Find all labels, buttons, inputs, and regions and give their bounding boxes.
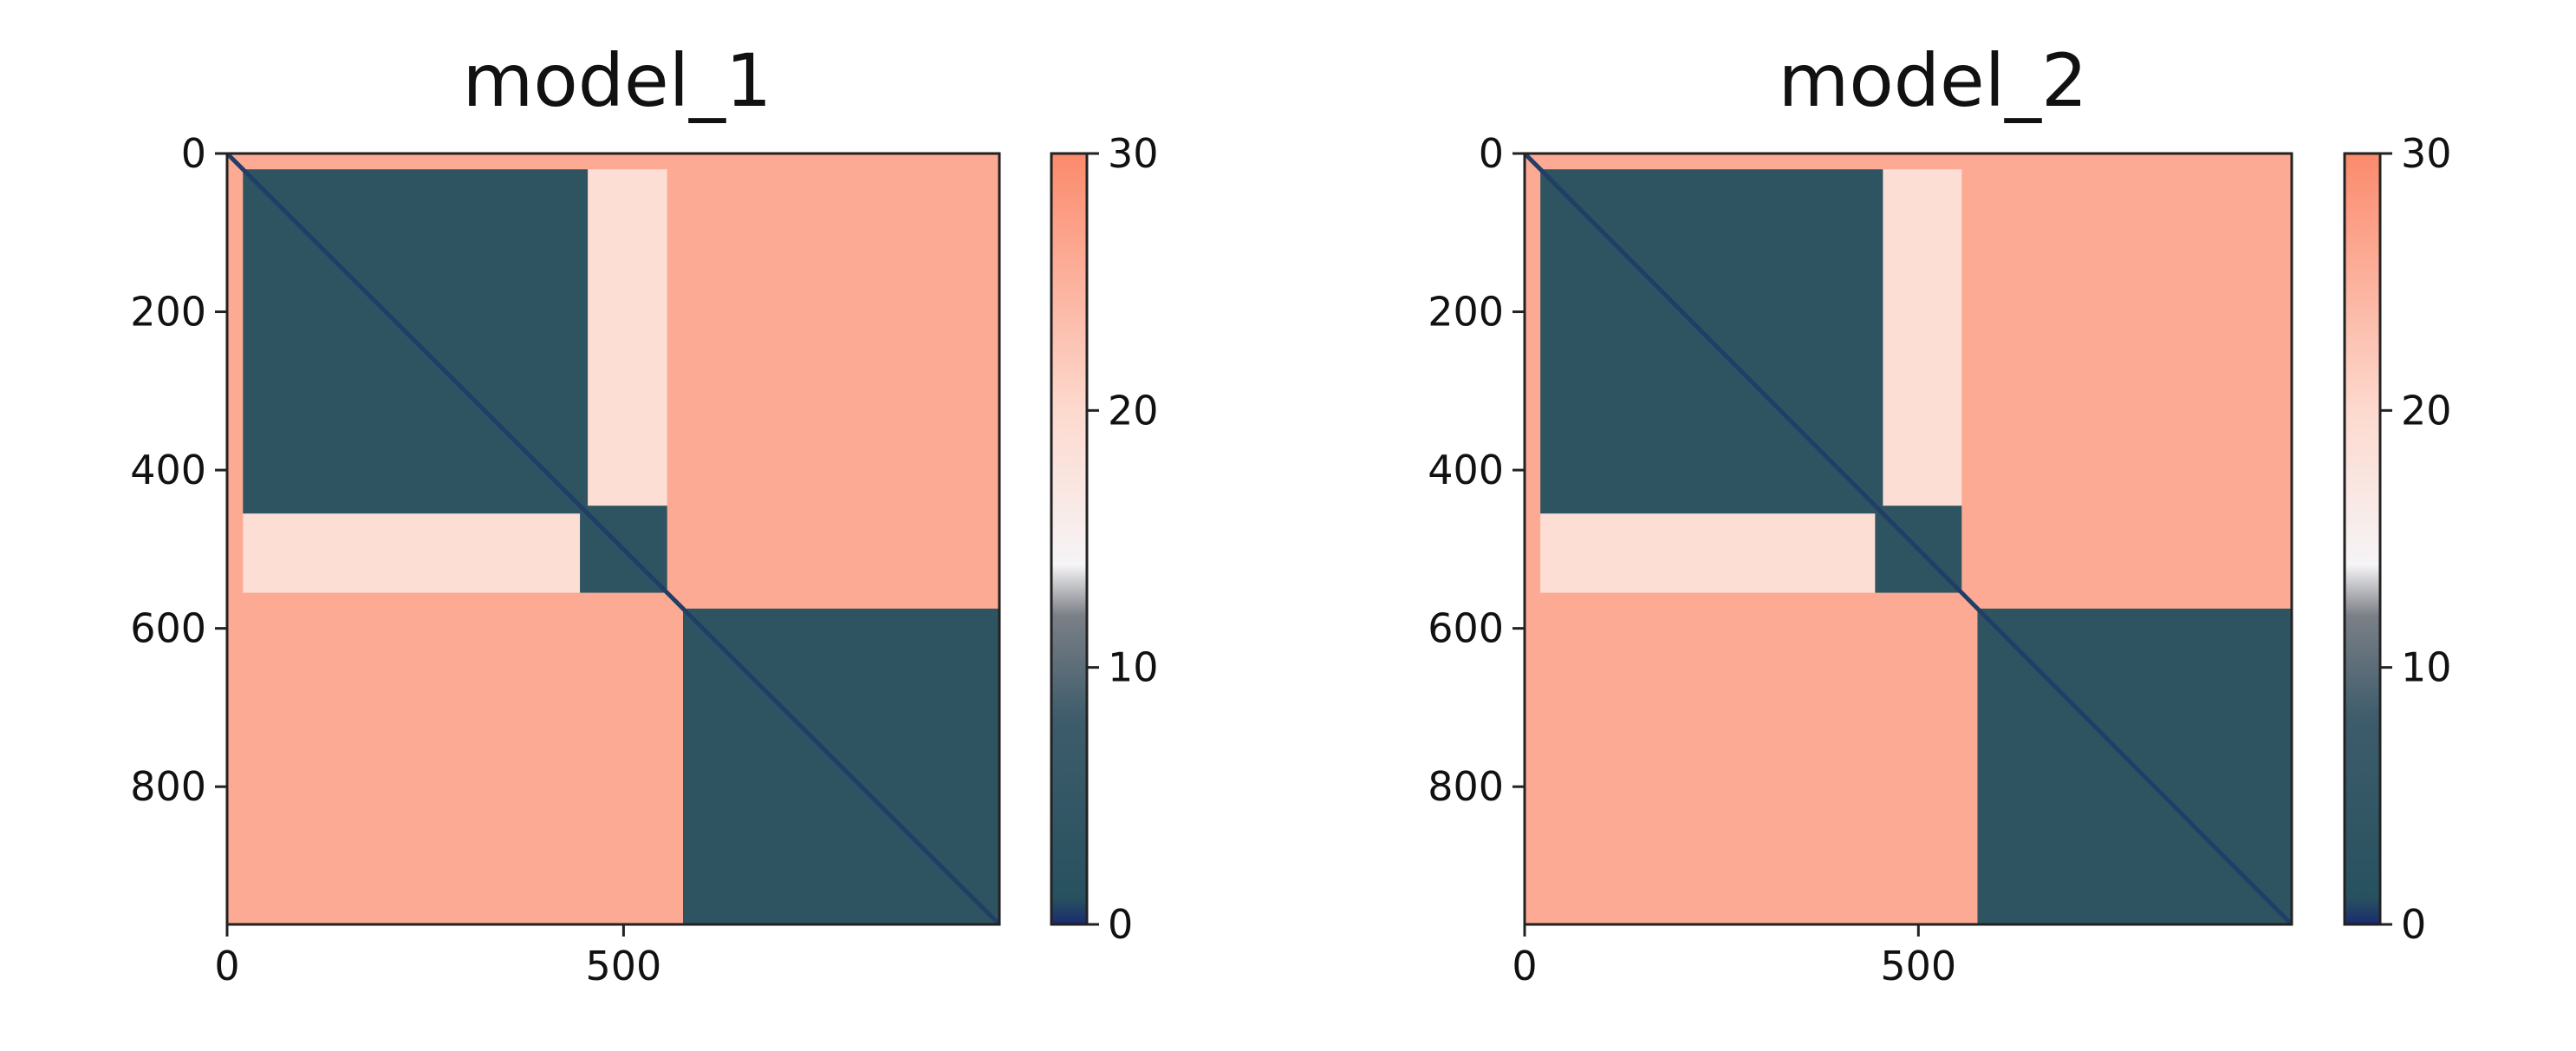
y-tick-label: 0	[1479, 130, 1504, 177]
y-tick-label: 200	[130, 289, 206, 336]
colorbar-tick-label: 0	[1108, 901, 1133, 948]
x-tick-label: 500	[1880, 943, 1956, 989]
colorbar-tick-label: 30	[2401, 130, 2452, 177]
x-tick-label: 0	[214, 943, 239, 989]
y-tick-label: 600	[1428, 605, 1504, 652]
heatmap-cell	[243, 513, 589, 593]
plot-frame	[1523, 152, 2293, 926]
colorbar	[1050, 152, 1089, 926]
y-tick-label: 400	[1428, 447, 1504, 493]
chart-title: model_1	[463, 38, 772, 123]
heatmap-diagonal	[225, 152, 1001, 926]
y-tick-label: 800	[1428, 763, 1504, 810]
plot-frame	[225, 152, 1001, 926]
heatmap-cell	[1540, 513, 1883, 593]
heatmap-cell	[1883, 169, 1962, 514]
heatmap-panel-1: model_1 0 500 0 200 400 600 800 0 10 20 30	[130, 38, 1158, 989]
y-tick-label: 600	[130, 605, 206, 652]
y-tick-label: 400	[130, 447, 206, 493]
heatmap-diagonal	[1523, 152, 2293, 926]
colorbar-tick-label: 10	[1108, 644, 1159, 691]
colorbar-tick-label: 0	[2401, 901, 2426, 948]
colorbar-tick-label: 30	[1108, 130, 1159, 177]
colorbar-tick-label: 20	[1108, 387, 1159, 434]
heatmap-panel-2: model_2 0 500 0 200 400 600 800 0 10 20 30	[1428, 38, 2451, 989]
colorbar-tick-label: 20	[2401, 387, 2452, 434]
colorbar-tick-label: 10	[2401, 644, 2452, 691]
colorbar	[2343, 152, 2382, 926]
y-tick-label: 800	[130, 763, 206, 810]
chart-title: model_2	[1779, 38, 2088, 123]
x-tick-label: 0	[1512, 943, 1537, 989]
x-tick-label: 500	[585, 943, 661, 989]
y-tick-label: 0	[181, 130, 206, 177]
heatmap-cell	[588, 169, 667, 514]
y-tick-label: 200	[1428, 289, 1504, 336]
